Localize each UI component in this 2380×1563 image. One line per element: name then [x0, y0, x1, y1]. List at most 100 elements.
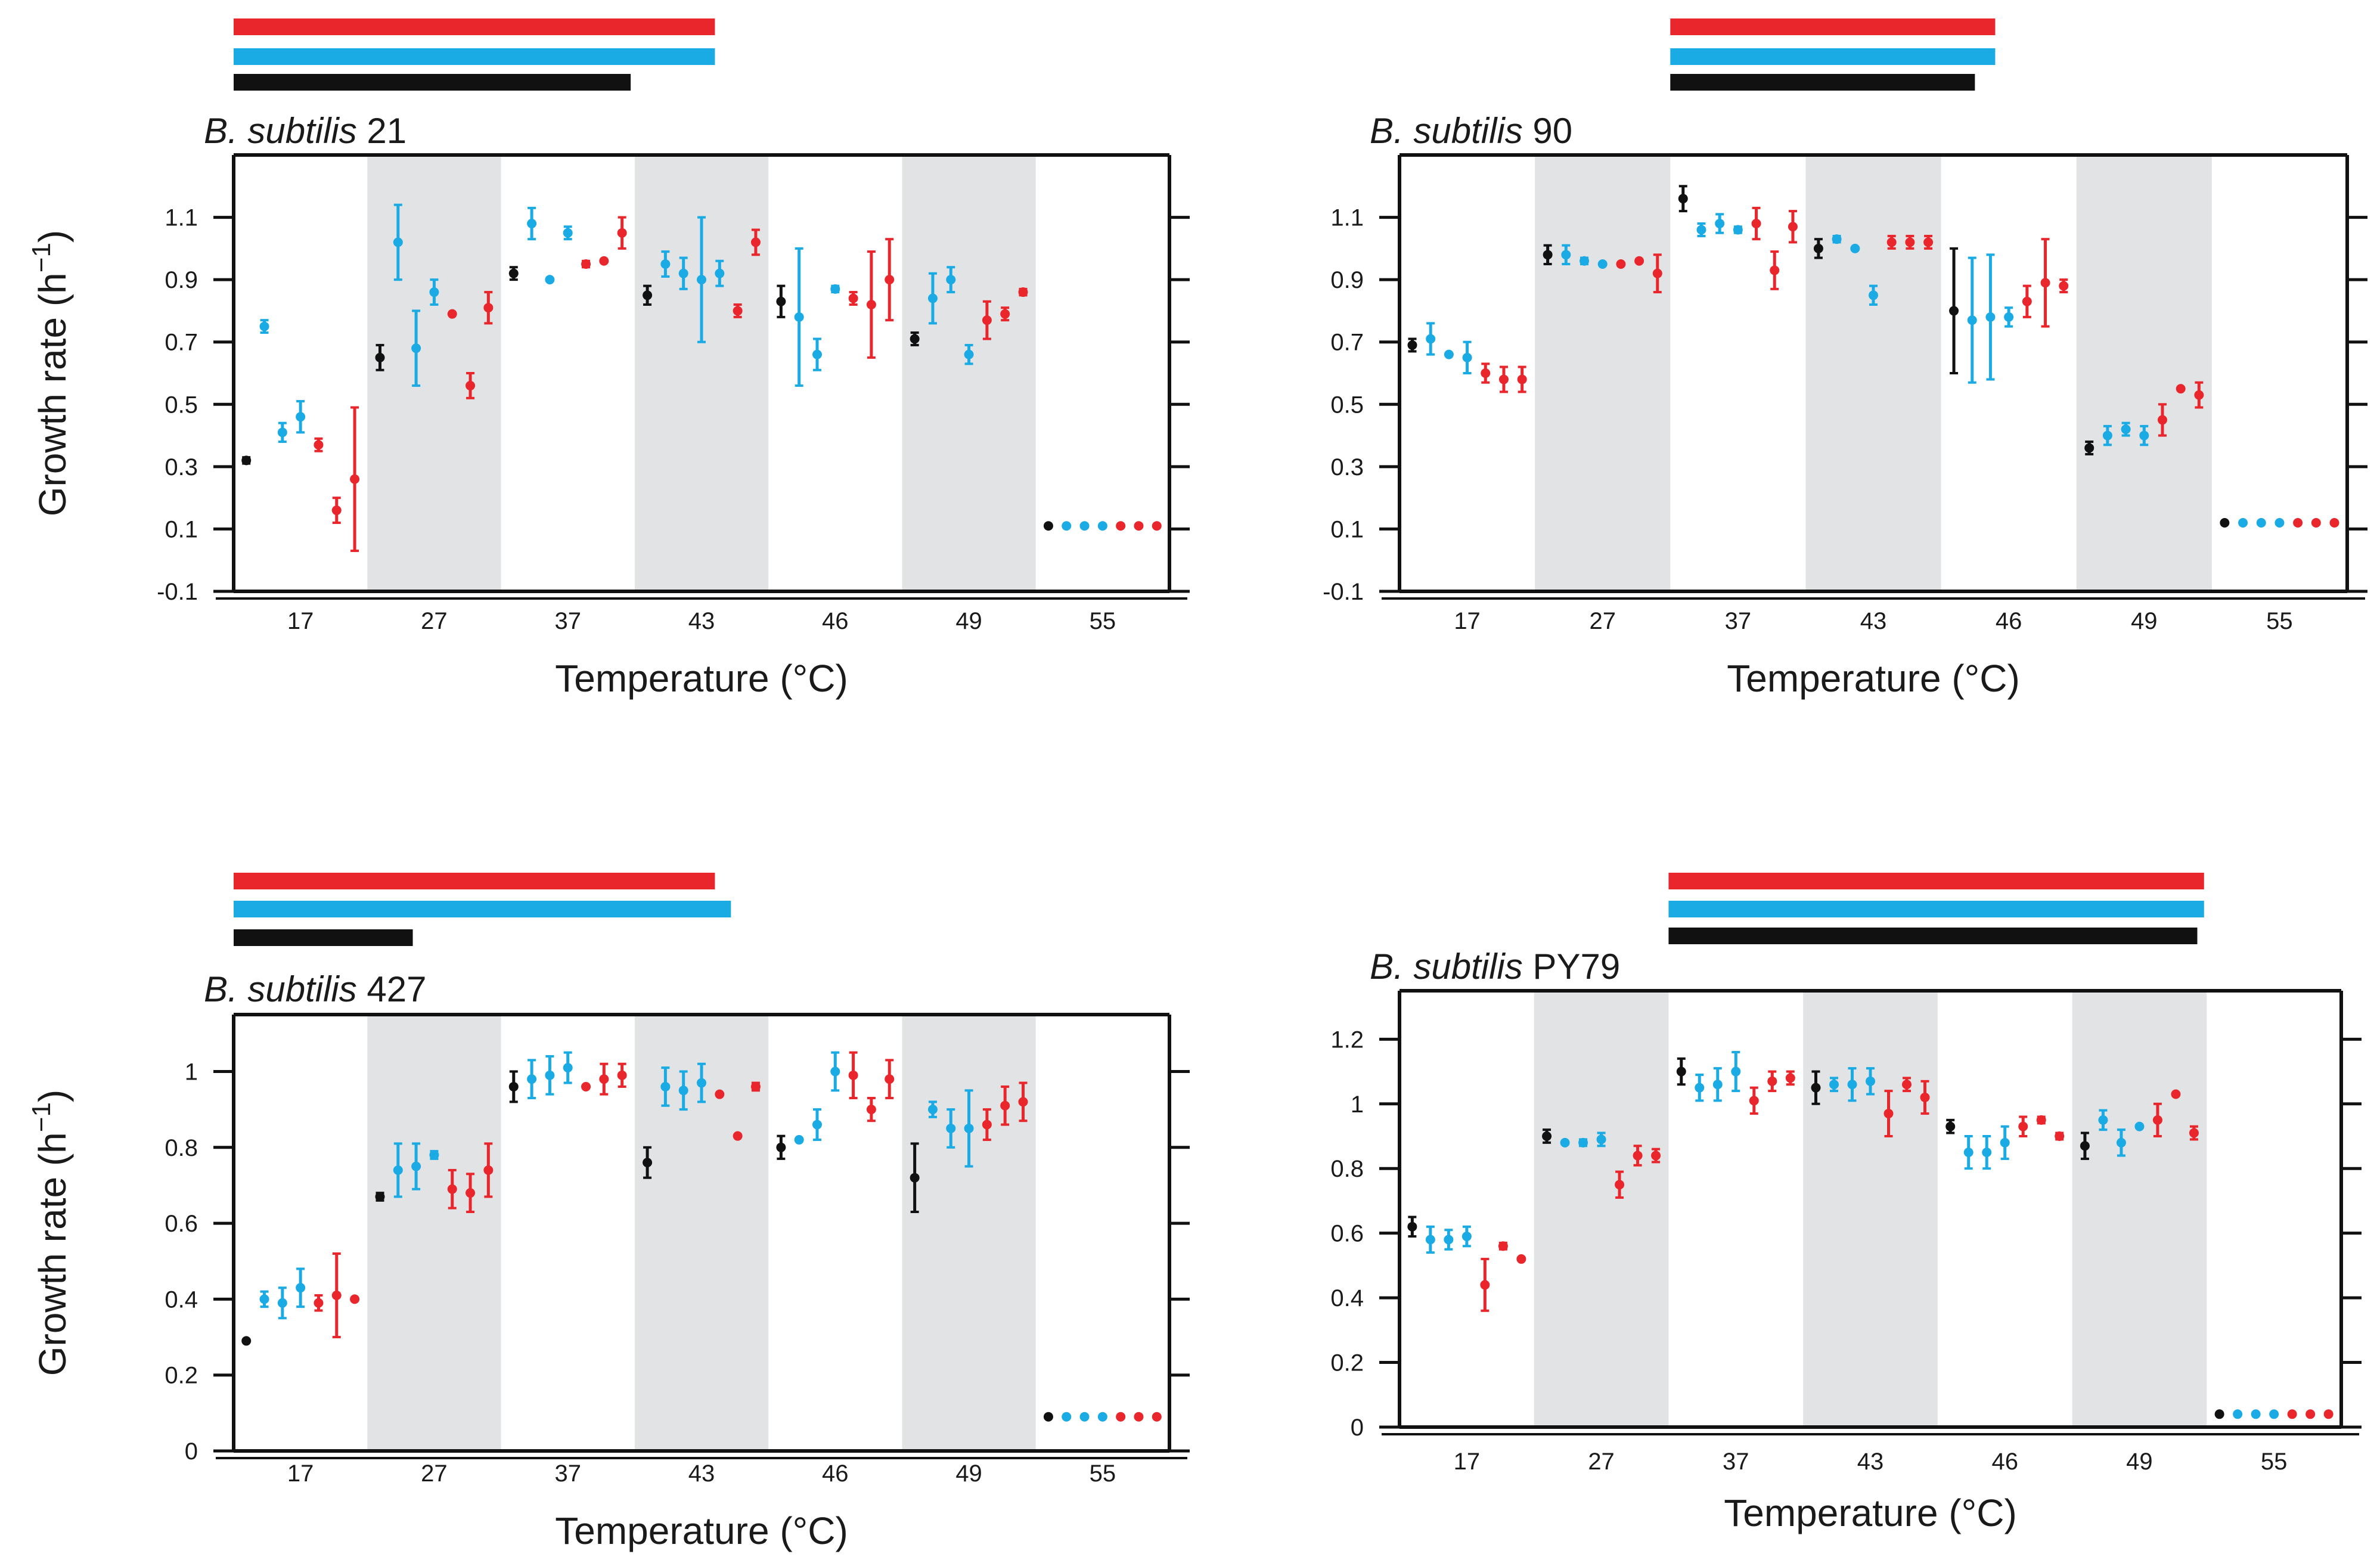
data-point-black — [2214, 1409, 2224, 1419]
data-point-blue — [830, 284, 840, 294]
data-point-blue — [1444, 1235, 1454, 1245]
data-point-red — [1498, 374, 1509, 384]
data-point-red — [483, 303, 494, 313]
data-point-red — [1018, 1097, 1028, 1107]
data-point-blue — [1832, 234, 1842, 244]
x-tick-label: 55 — [1090, 608, 1116, 634]
data-point-red — [1634, 256, 1644, 266]
x-tick-label: 46 — [822, 1460, 849, 1487]
data-point-blue — [678, 1086, 688, 1096]
data-point-blue — [946, 275, 956, 285]
panel-title: B. subtilis 90 — [1370, 111, 1572, 151]
data-point-blue — [527, 1074, 537, 1084]
data-point-red — [599, 256, 609, 266]
data-point-red — [1788, 222, 1798, 232]
data-point-red — [750, 1081, 761, 1091]
data-point-red — [885, 275, 895, 285]
data-point-red — [1481, 368, 1491, 378]
data-point-red — [1615, 1180, 1625, 1190]
data-point-red — [1498, 1241, 1508, 1251]
data-point-red — [1152, 521, 1162, 531]
data-point-red — [982, 315, 992, 325]
data-point-red — [1480, 1280, 1490, 1290]
data-point-blue — [1580, 256, 1590, 266]
y-tick-label: 0.6 — [1330, 1221, 1364, 1247]
data-point-blue — [1560, 1137, 1570, 1148]
panel-title-species: B. subtilis — [1370, 947, 1523, 987]
data-point-black — [776, 296, 786, 306]
shaded-band — [1534, 991, 1669, 1427]
chart-panel-2: -0.1 0.1 0.3 0.5 0.7 0.9 1.1 17 27 37 43 46 49 55 Temp… — [1323, 18, 2367, 700]
data-point-blue — [2102, 430, 2112, 441]
y-tick-label: 0.4 — [1330, 1285, 1364, 1311]
data-point-blue — [2116, 1137, 2126, 1148]
data-point-blue — [660, 259, 671, 269]
data-point-red — [982, 1119, 992, 1130]
data-point-red — [1785, 1073, 1795, 1083]
y-tick-label: 0.8 — [1330, 1156, 1364, 1182]
data-point-red — [2329, 517, 2339, 528]
data-point-red — [866, 299, 876, 309]
data-point-blue — [393, 237, 403, 247]
chart-panel-4: 0 0.2 0.4 0.6 0.8 1 1.2 17 27 37 43 46 49 55 Temperatu… — [1330, 873, 2362, 1534]
y-tick-label: 0.3 — [1330, 454, 1364, 480]
data-point-red — [1886, 237, 1897, 247]
data-point-blue — [527, 219, 537, 229]
data-point-black — [1811, 1083, 1821, 1093]
y-axis-title-exponent: −1 — [27, 243, 56, 272]
data-point-blue — [1869, 290, 1878, 300]
data-point-blue — [429, 1150, 439, 1160]
y-axis-title-close: ) — [31, 230, 74, 243]
panel-title-species: B. subtilis — [204, 969, 357, 1009]
data-point-blue — [2269, 1409, 2279, 1419]
data-point-blue — [1062, 1412, 1072, 1422]
data-point-black — [1542, 1131, 1552, 1141]
data-point-red — [314, 1298, 324, 1308]
x-tick-label: 46 — [1996, 608, 2022, 634]
x-tick-label: 49 — [2126, 1449, 2153, 1475]
shaded-band — [902, 155, 1036, 591]
data-point-blue — [429, 287, 439, 297]
data-point-red — [350, 1294, 360, 1304]
data-point-red — [885, 1074, 895, 1084]
x-tick-label: 27 — [421, 1460, 448, 1487]
data-point-red — [1000, 309, 1010, 319]
data-point-blue — [1062, 521, 1072, 531]
data-point-red — [1000, 1100, 1010, 1111]
data-point-red — [466, 1188, 476, 1198]
data-point-blue — [830, 1066, 840, 1077]
data-point-red — [581, 1081, 591, 1091]
x-tick-label: 46 — [1991, 1449, 2018, 1475]
data-point-blue — [259, 1294, 269, 1304]
data-point-black — [1407, 1221, 1417, 1232]
data-point-red — [2194, 390, 2204, 400]
data-point-blue — [1578, 1137, 1588, 1148]
data-point-black — [375, 352, 385, 362]
data-point-red — [1116, 521, 1126, 531]
data-point-blue — [812, 349, 822, 359]
data-point-red — [1902, 1080, 1912, 1090]
data-point-blue — [927, 1105, 938, 1115]
data-point-red — [1616, 259, 1626, 269]
y-tick-label: 1.1 — [165, 205, 198, 231]
data-point-red — [1770, 265, 1780, 275]
data-point-red — [1651, 1150, 1661, 1161]
data-point-blue — [678, 268, 688, 278]
range-bar-blue — [234, 48, 715, 65]
data-point-black — [776, 1142, 786, 1152]
data-point-blue — [1866, 1076, 1875, 1086]
data-point-blue — [812, 1119, 822, 1130]
shaded-band — [367, 155, 501, 591]
x-tick-label: 17 — [1454, 1449, 1481, 1475]
x-tick-label: 43 — [688, 608, 715, 634]
data-point-black — [1043, 521, 1053, 531]
y-tick-label: 1.2 — [1330, 1027, 1364, 1053]
data-point-red — [1134, 1412, 1144, 1422]
range-bar-red — [234, 873, 715, 889]
y-tick-label: 0.1 — [165, 516, 198, 542]
data-point-red — [2059, 281, 2069, 291]
x-tick-label: 46 — [822, 608, 849, 634]
data-point-red — [2022, 296, 2032, 306]
data-point-red — [331, 506, 342, 516]
